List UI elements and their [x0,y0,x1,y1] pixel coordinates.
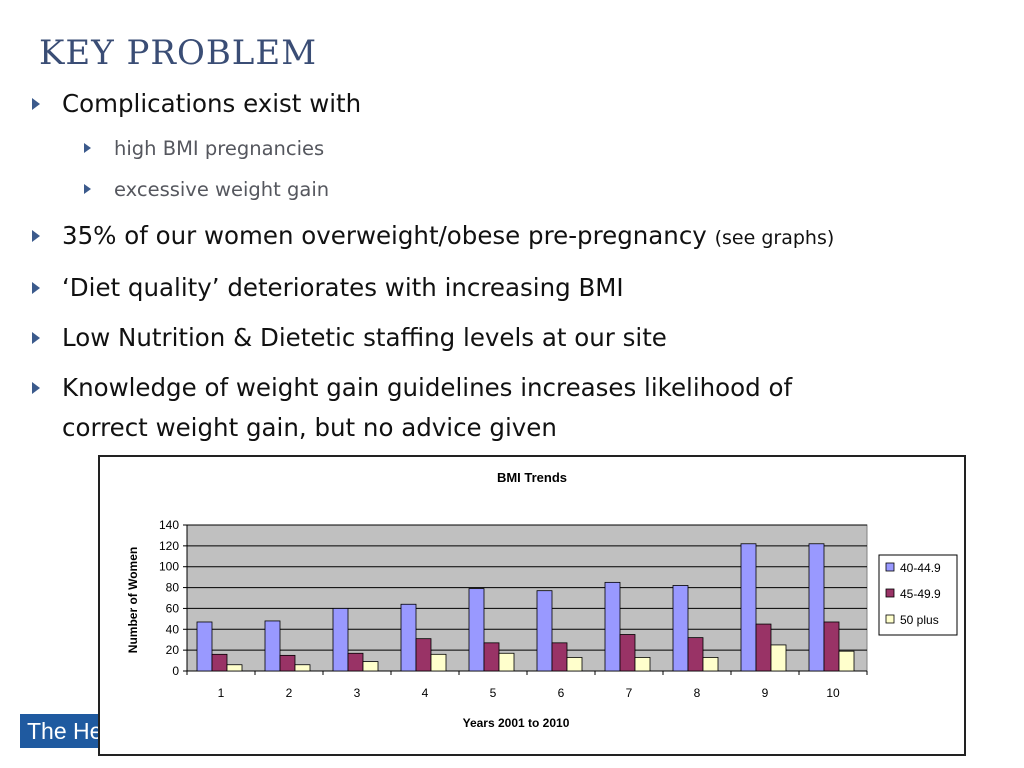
bar-45-49-9 [619,634,636,672]
chart-title: BMI Trends [497,470,567,485]
bar-45-49-9 [687,637,704,672]
bar-40-44-9 [536,590,553,672]
x-tick-label: 7 [626,686,633,700]
bar-50-plus [702,657,719,672]
legend-label: 45-49.9 [900,587,941,601]
bullet-text: ‘Diet quality’ deteriorates with increas… [62,273,624,302]
bar-50-plus [226,664,243,672]
legend-swatch [885,562,895,572]
bar-50-plus [430,653,447,672]
bullet-item: Complications exist with [32,84,972,124]
bar-40-44-9 [740,543,757,672]
bar-50-plus [838,650,855,672]
bmi-trends-chart: BMI Trends 0 20 40 60 80 100 120 140 1 2 3 4 5 6 7 8 9 10 Y… [98,455,966,756]
bar-45-49-9 [823,621,840,672]
bar-50-plus [634,657,651,672]
x-tick-label: 6 [558,686,565,700]
y-tick-label: 80 [166,581,180,595]
bullet-arrow-icon [32,98,40,110]
x-tick-label: 10 [826,686,840,700]
bullet-text-line-1: Knowledge of weight gain guidelines incr… [62,373,793,402]
bar-45-49-9 [347,652,364,672]
x-tick-label: 2 [286,686,293,700]
y-tick-label: 120 [159,539,179,553]
bullet-text: 35% of our women overweight/obese pre-pr… [62,221,707,250]
x-tick-label: 9 [762,686,769,700]
bullet-arrow-icon [84,184,91,194]
bar-45-49-9 [415,638,432,672]
y-tick-label: 40 [166,622,180,636]
bullet-text: Complications exist with [62,89,362,118]
bar-45-49-9 [755,623,772,672]
y-tick-label: 100 [159,560,179,574]
bullet-item: Knowledge of weight gain guidelines incr… [32,368,972,448]
x-tick-label: 1 [218,686,225,700]
y-axis-label: Number of Women [126,547,140,653]
bar-40-44-9 [604,581,621,672]
y-tick-label: 60 [166,601,180,615]
legend-label: 40-44.9 [900,561,941,575]
legend-swatch [885,614,895,624]
slide-title: KEY PROBLEM [39,33,318,73]
x-tick-label: 4 [422,686,429,700]
bar-40-44-9 [672,585,689,672]
bullet-text: Low Nutrition & Dietetic staffing levels… [62,323,667,352]
x-tick-label: 3 [354,686,361,700]
bar-40-44-9 [332,608,349,672]
x-tick-label: 5 [490,686,497,700]
x-axis-label: Years 2001 to 2010 [463,716,570,730]
bar-50-plus [294,664,311,672]
bar-45-49-9 [211,653,228,672]
y-tick-label: 140 [159,518,179,532]
bullet-text-line-2: correct weight gain, but no advice given [62,413,557,442]
bullet-arrow-icon [32,332,40,344]
bullet-arrow-icon [32,230,40,242]
footer-text: The He [27,718,103,744]
bullet-arrow-icon [84,143,91,153]
bullet-item: 35% of our women overweight/obese pre-pr… [32,216,972,258]
bullet-item: ‘Diet quality’ deteriorates with increas… [32,268,972,308]
bar-45-49-9 [279,654,296,672]
sub-bullet-item: excessive weight gain [32,169,972,210]
bar-50-plus [362,661,379,672]
bar-40-44-9 [196,621,213,672]
bar-50-plus [498,652,515,672]
legend-swatch [885,588,895,598]
sub-bullet-text: high BMI pregnancies [114,137,325,160]
sub-bullet-item: high BMI pregnancies [32,128,972,169]
y-tick-label: 0 [172,664,179,678]
bar-40-44-9 [400,603,417,672]
bullet-item: Low Nutrition & Dietetic staffing levels… [32,318,972,358]
chart-svg: BMI Trends 0 20 40 60 80 100 120 140 1 2 3 4 5 6 7 8 9 10 Y… [126,470,958,730]
bullet-arrow-icon [32,382,40,394]
bar-45-49-9 [483,642,500,672]
bullet-suffix: (see graphs) [714,227,835,249]
bar-40-44-9 [264,620,281,672]
x-tick-label: 8 [694,686,701,700]
bar-45-49-9 [551,642,568,672]
bar-50-plus [770,644,787,672]
sub-bullet-text: excessive weight gain [114,178,330,201]
y-tick-label: 20 [166,643,180,657]
bullet-list: Complications exist with high BMI pregna… [32,84,972,448]
bar-40-44-9 [468,588,485,672]
bullet-arrow-icon [32,282,40,294]
bar-40-44-9 [808,543,825,672]
bar-50-plus [566,657,583,672]
legend-label: 50 plus [900,613,939,627]
